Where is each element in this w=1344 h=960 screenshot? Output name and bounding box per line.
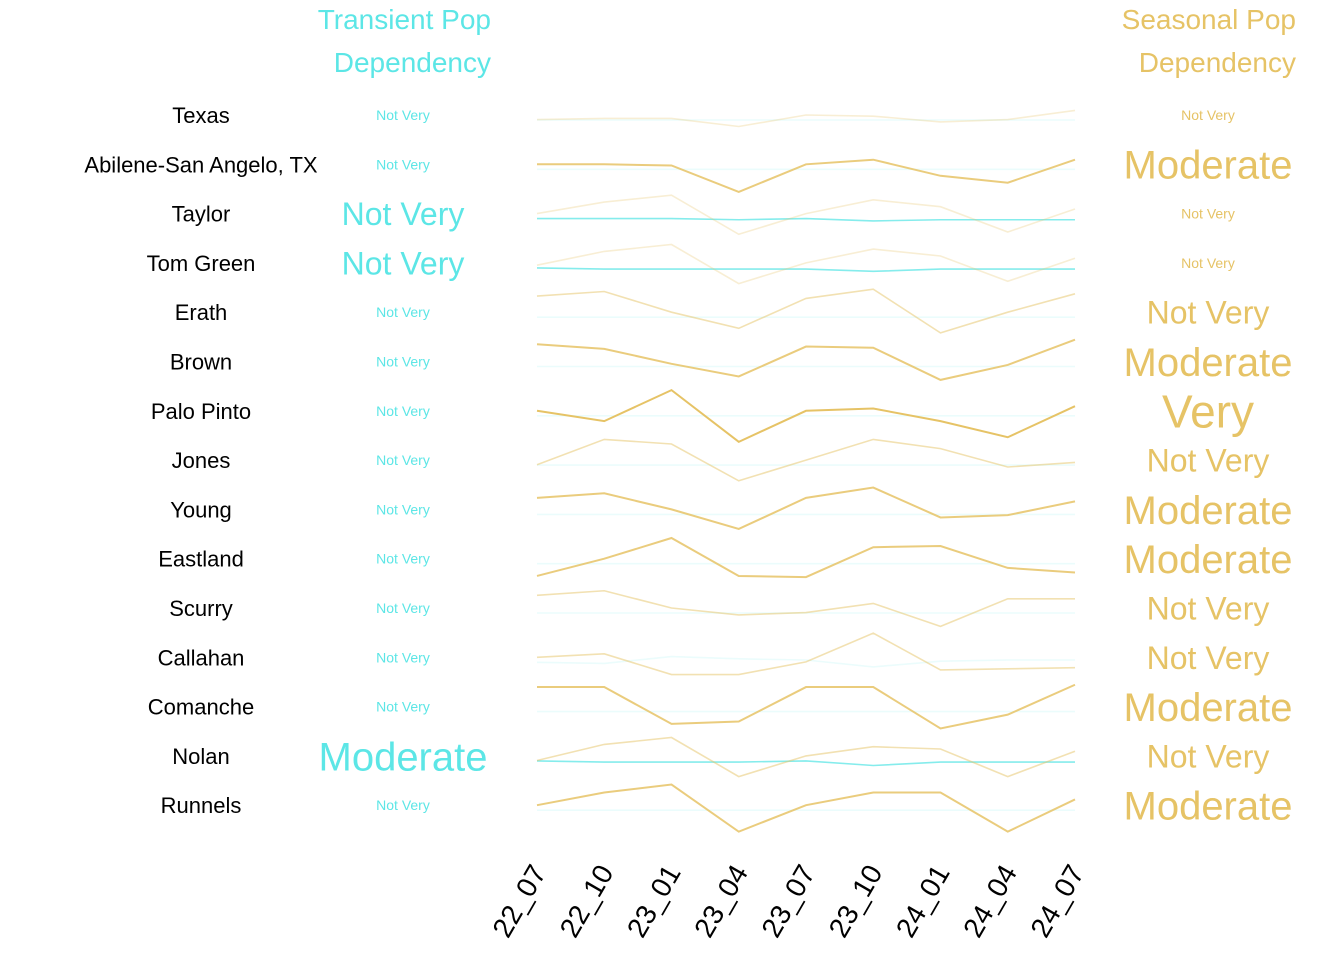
row-runnels: Runnels Not Very Moderate bbox=[161, 783, 1293, 833]
seasonal-level-label: Not Very bbox=[1147, 738, 1270, 774]
transient-header-line-2: Dependency bbox=[334, 47, 491, 78]
x-tick-label: 23_10 bbox=[823, 860, 889, 943]
region-label: Erath bbox=[175, 300, 228, 325]
row-callahan: Callahan Not Very Not Very bbox=[158, 632, 1270, 676]
seasonal-series-line bbox=[536, 632, 1076, 676]
seasonal-level-label: Not Very bbox=[1181, 107, 1235, 123]
region-label: Brown bbox=[170, 350, 232, 375]
row-taylor: Taylor Not Very Not Very bbox=[172, 194, 1235, 236]
seasonal-series-line bbox=[537, 158, 1076, 193]
region-label: Abilene-San Angelo, TX bbox=[84, 152, 318, 177]
seasonal-series-line bbox=[536, 109, 1076, 128]
seasonal-series-line bbox=[537, 683, 1076, 730]
seasonal-series-line bbox=[536, 288, 1076, 334]
region-label: Comanche bbox=[148, 695, 254, 720]
seasonal-series-line bbox=[536, 388, 1076, 444]
region-label: Scurry bbox=[169, 596, 233, 621]
column-headers: Transient Pop Dependency Seasonal Pop De… bbox=[318, 4, 1296, 78]
transient-level-label: Moderate bbox=[319, 735, 488, 779]
seasonal-level-label: Moderate bbox=[1124, 538, 1293, 582]
x-tick-label: 22_07 bbox=[486, 860, 552, 943]
row-erath: Erath Not Very Not Very bbox=[175, 288, 1270, 334]
x-tick-label: 24_04 bbox=[957, 860, 1023, 943]
region-label: Palo Pinto bbox=[151, 399, 251, 424]
seasonal-level-label: Not Very bbox=[1181, 206, 1235, 222]
transient-level-label: Not Very bbox=[376, 156, 430, 172]
x-tick-label: 24_07 bbox=[1024, 860, 1090, 943]
x-tick-label: 22_10 bbox=[554, 860, 620, 943]
seasonal-series-line bbox=[536, 589, 1075, 628]
x-tick-label: 23_07 bbox=[755, 860, 821, 943]
x-tick-label: 23_04 bbox=[688, 860, 754, 943]
transient-level-label: Not Very bbox=[376, 600, 430, 616]
x-tick-label: 24_01 bbox=[890, 860, 956, 943]
seasonal-series-line bbox=[536, 338, 1076, 381]
region-label: Young bbox=[170, 497, 232, 522]
transient-header-line-1: Transient Pop bbox=[318, 4, 491, 35]
seasonal-level-label: Moderate bbox=[1124, 686, 1293, 730]
transient-level-label: Not Very bbox=[376, 403, 430, 419]
seasonal-level-label: Moderate bbox=[1124, 489, 1293, 533]
seasonal-level-label: Not Very bbox=[1181, 255, 1235, 271]
seasonal-level-label: Moderate bbox=[1124, 144, 1293, 188]
seasonal-series-line bbox=[536, 783, 1076, 833]
row-eastland: Eastland Not Very Moderate bbox=[158, 536, 1293, 582]
seasonal-level-label: Not Very bbox=[1147, 640, 1270, 676]
row-abilene-san-angelo-tx: Abilene-San Angelo, TX Not Very Moderate bbox=[84, 144, 1293, 193]
region-label: Texas bbox=[172, 103, 229, 128]
transient-level-label: Not Very bbox=[342, 245, 465, 281]
transient-level-label: Not Very bbox=[342, 196, 465, 232]
region-label: Tom Green bbox=[147, 251, 256, 276]
row-brown: Brown Not Very Moderate bbox=[170, 338, 1293, 385]
row-comanche: Comanche Not Very Moderate bbox=[148, 683, 1293, 730]
region-label: Taylor bbox=[172, 202, 231, 227]
row-scurry: Scurry Not Very Not Very bbox=[169, 589, 1270, 628]
transient-level-label: Not Very bbox=[376, 452, 430, 468]
seasonal-series-line bbox=[536, 736, 1076, 778]
region-label: Nolan bbox=[172, 744, 229, 769]
seasonal-header-line-2: Dependency bbox=[1139, 47, 1296, 78]
seasonal-header-line-1: Seasonal Pop bbox=[1122, 4, 1296, 35]
seasonal-series-line bbox=[536, 438, 1076, 482]
row-texas: Texas Not Very Not Very bbox=[172, 103, 1235, 128]
seasonal-level-label: Not Very bbox=[1147, 591, 1270, 627]
x-axis: 22_07 22_10 23_01 23_04 23_07 23_10 24_01 24_04… bbox=[486, 860, 1090, 943]
transient-level-label: Not Very bbox=[376, 501, 430, 517]
transient-level-label: Not Very bbox=[376, 354, 430, 370]
transient-level-label: Not Very bbox=[376, 649, 430, 665]
row-young: Young Not Very Moderate bbox=[170, 486, 1293, 533]
region-label: Jones bbox=[172, 448, 231, 473]
transient-level-label: Not Very bbox=[376, 699, 430, 715]
seasonal-series-line bbox=[536, 486, 1076, 531]
seasonal-level-label: Not Very bbox=[1147, 295, 1270, 331]
transient-level-label: Not Very bbox=[376, 304, 430, 320]
transient-series-line bbox=[536, 760, 1075, 767]
transient-level-label: Not Very bbox=[376, 551, 430, 567]
transient-series-line bbox=[536, 267, 1075, 273]
transient-level-label: Not Very bbox=[376, 107, 430, 123]
seasonal-series-line bbox=[536, 536, 1076, 579]
seasonal-series-line bbox=[536, 243, 1076, 285]
seasonal-level-label: Not Very bbox=[1147, 443, 1270, 479]
region-label: Eastland bbox=[158, 547, 244, 572]
region-label: Runnels bbox=[161, 793, 242, 818]
seasonal-level-label: Very bbox=[1162, 385, 1254, 437]
row-nolan: Nolan Moderate Not Very bbox=[172, 735, 1269, 779]
row-palo-pinto: Palo Pinto Not Very Very bbox=[151, 385, 1254, 444]
row-jones: Jones Not Very Not Very bbox=[172, 438, 1270, 482]
row-tom-green: Tom Green Not Very Not Very bbox=[147, 243, 1235, 285]
region-label: Callahan bbox=[158, 645, 245, 670]
seasonal-series-line bbox=[536, 194, 1076, 236]
seasonal-level-label: Moderate bbox=[1124, 785, 1293, 829]
x-tick-label: 23_01 bbox=[621, 860, 687, 943]
transient-level-label: Not Very bbox=[376, 797, 430, 813]
seasonal-level-label: Moderate bbox=[1124, 341, 1293, 385]
transient-series-line bbox=[537, 217, 1075, 222]
